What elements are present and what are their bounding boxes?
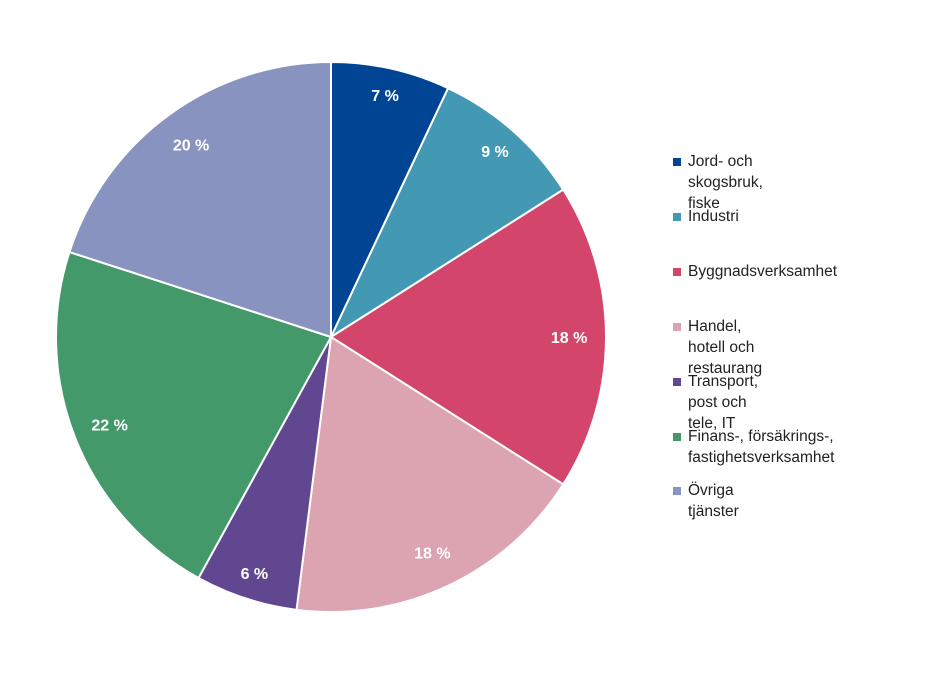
pie-slice — [68, 60, 332, 339]
data-label: 18 % — [551, 330, 587, 347]
legend-swatch — [673, 213, 681, 221]
legend-label: Industri — [688, 208, 739, 225]
legend-label: Finans-, försäkrings-, fastighetsverksam… — [688, 428, 835, 466]
legend-swatch — [673, 158, 681, 166]
data-label: 18 % — [414, 545, 450, 562]
legend-item: Transport, post och tele, IT — [673, 371, 758, 434]
legend-label: Transport, post och tele, IT — [688, 373, 759, 432]
legend-item: Finans-, försäkrings-, fastighetsverksam… — [673, 426, 834, 468]
legend-item: Handel, hotell och restaurang — [673, 316, 762, 379]
data-label: 22 % — [91, 418, 127, 435]
legend-item: Byggnadsverksamhet — [673, 261, 837, 282]
pie-slice — [55, 250, 333, 580]
legend-swatch — [673, 323, 681, 331]
pie-slice — [329, 188, 607, 486]
legend-item: Övriga tjänster — [673, 480, 739, 522]
legend-item: Jord- och skogsbruk, fiske — [673, 151, 763, 214]
legend-swatch — [673, 433, 681, 441]
legend-swatch — [673, 378, 681, 386]
legend-label: Jord- och skogsbruk, fiske — [688, 153, 763, 212]
data-label: 9 % — [481, 144, 509, 161]
pie-slice — [330, 60, 450, 338]
legend-swatch — [673, 487, 681, 495]
legend-label: Övriga tjänster — [688, 482, 739, 520]
legend-swatch — [673, 268, 681, 276]
legend-item: Industri — [673, 206, 739, 227]
data-label: 6 % — [241, 566, 269, 583]
data-label: 20 % — [173, 137, 209, 154]
data-label: 7 % — [371, 88, 399, 105]
legend-label: Byggnadsverksamhet — [688, 263, 838, 280]
pie-slice — [295, 335, 565, 613]
pie-slice — [328, 86, 565, 340]
legend-label: Handel, hotell och restaurang — [688, 318, 763, 377]
